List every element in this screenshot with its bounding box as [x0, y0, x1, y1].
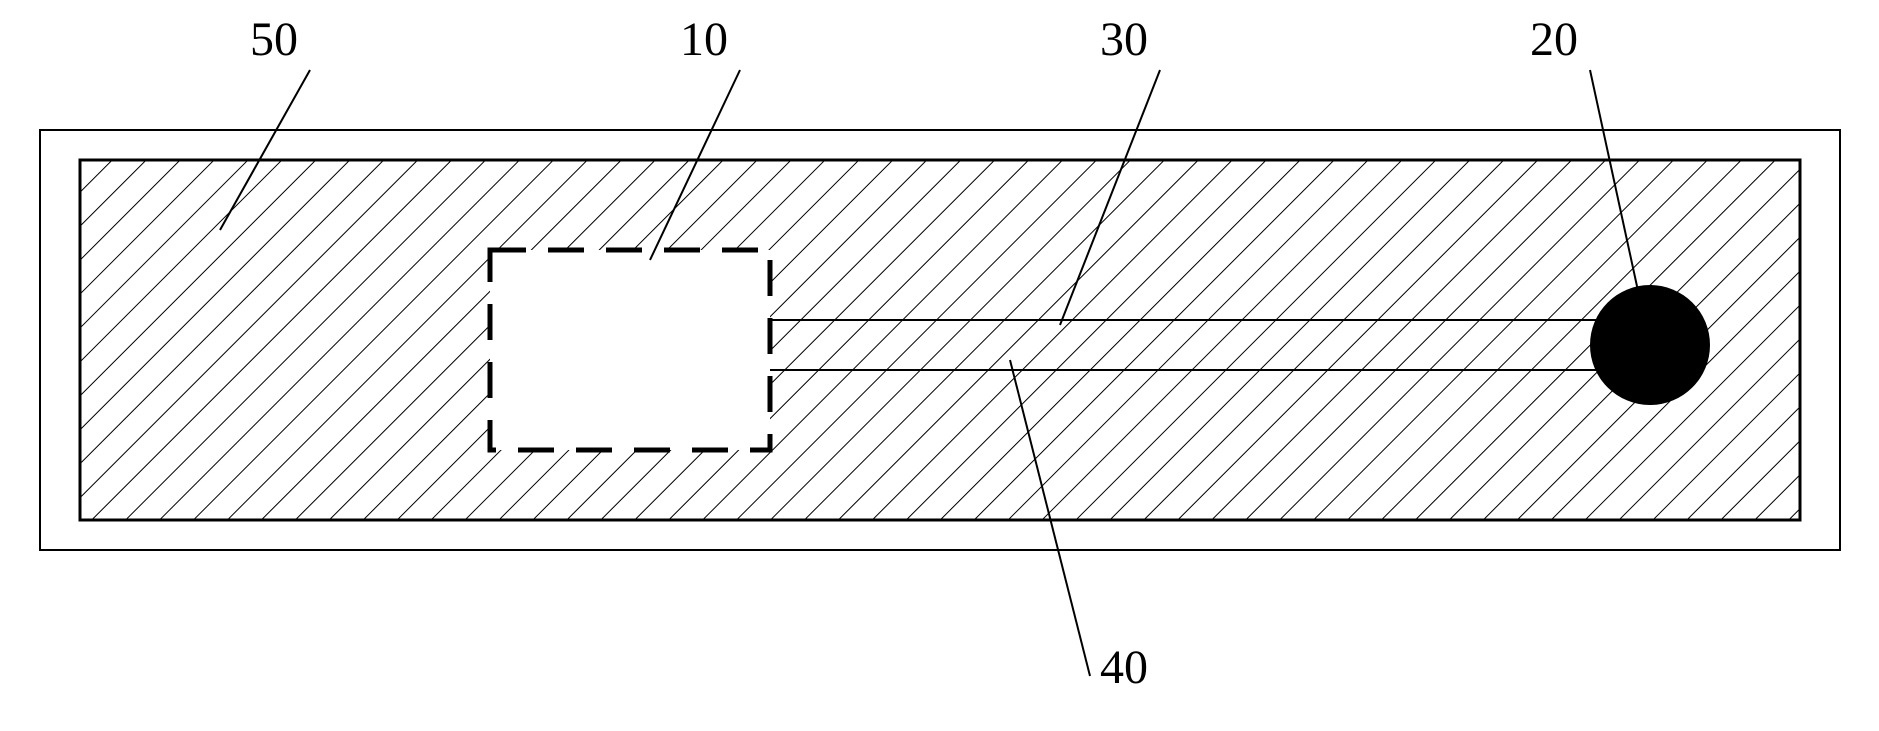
callout-label-20: 20 — [1530, 12, 1578, 67]
callout-label-40: 40 — [1100, 640, 1148, 695]
diagram-canvas: 50 10 30 20 40 — [0, 0, 1879, 731]
diagram-svg — [0, 0, 1879, 731]
callout-label-10: 10 — [680, 12, 728, 67]
callout-label-50: 50 — [250, 12, 298, 67]
callout-label-30: 30 — [1100, 12, 1148, 67]
